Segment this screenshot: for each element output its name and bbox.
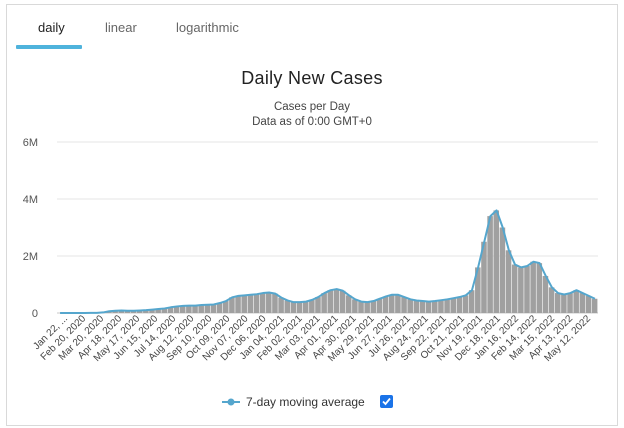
checkmark-icon xyxy=(382,397,391,406)
bar xyxy=(136,310,143,313)
bar xyxy=(124,310,131,313)
bar xyxy=(573,290,579,313)
chart-subtitle-date: Data as of 0:00 GMT+0 xyxy=(252,116,372,128)
bar xyxy=(309,299,315,313)
bar xyxy=(302,301,309,313)
bar xyxy=(462,295,469,313)
bar xyxy=(382,296,389,313)
bar xyxy=(327,290,334,313)
bar xyxy=(186,305,192,313)
bar xyxy=(204,304,211,313)
active-tab-indicator xyxy=(16,45,82,49)
bar xyxy=(149,309,155,313)
bar xyxy=(216,303,223,313)
bar xyxy=(388,294,395,313)
bar xyxy=(413,300,420,313)
bar xyxy=(524,265,530,313)
bar xyxy=(579,293,586,313)
bar xyxy=(278,297,284,313)
bar xyxy=(536,263,543,314)
bar xyxy=(161,308,168,313)
bar xyxy=(554,293,561,313)
bar xyxy=(456,297,463,313)
bar xyxy=(468,290,475,313)
legend-label: 7-day moving average xyxy=(246,395,365,409)
bar xyxy=(241,295,247,313)
tab-linear[interactable]: linear xyxy=(105,20,137,35)
bar xyxy=(487,216,493,313)
bar xyxy=(253,294,260,313)
bar xyxy=(222,301,229,313)
bar xyxy=(321,293,327,313)
bar xyxy=(259,293,266,313)
bar xyxy=(345,295,352,313)
bar xyxy=(425,301,432,313)
bar xyxy=(493,210,500,313)
scale-tabs: daily linear logarithmic xyxy=(8,0,608,50)
tab-daily[interactable]: daily xyxy=(38,20,65,35)
bar xyxy=(173,306,180,313)
tab-logarithmic[interactable]: logarithmic xyxy=(176,20,239,35)
bar xyxy=(591,298,598,313)
bar xyxy=(198,305,204,313)
bar xyxy=(333,289,340,313)
bar xyxy=(542,275,549,313)
bar xyxy=(530,261,536,313)
bar xyxy=(179,305,186,314)
bar xyxy=(407,299,413,313)
chart-container xyxy=(6,4,618,426)
bar xyxy=(167,307,174,313)
bar xyxy=(210,304,217,313)
y-tick-label: 6M xyxy=(23,137,38,149)
bar xyxy=(352,299,358,313)
bar xyxy=(505,250,512,313)
bar xyxy=(475,267,481,313)
bar xyxy=(266,292,272,313)
y-tick-label: 4M xyxy=(23,194,38,206)
bar xyxy=(585,295,592,313)
bar xyxy=(229,297,235,313)
bar xyxy=(419,301,426,313)
bar xyxy=(315,297,321,313)
chart-title: Daily New Cases xyxy=(241,68,383,88)
bar xyxy=(112,310,118,313)
bar xyxy=(272,293,278,313)
bar xyxy=(130,310,137,313)
bar xyxy=(511,264,518,313)
bar xyxy=(358,301,364,313)
bar xyxy=(143,310,149,313)
bar xyxy=(438,300,444,313)
legend[interactable]: 7-day moving average xyxy=(222,392,365,412)
bar xyxy=(432,301,438,313)
bar xyxy=(376,298,383,313)
bar xyxy=(518,267,524,313)
chart-subtitle: Cases per Day xyxy=(273,101,351,113)
moving-average-line xyxy=(60,209,596,314)
bar xyxy=(370,301,377,313)
bar xyxy=(450,298,456,313)
y-tick-label: 0 xyxy=(32,308,38,320)
legend-line-icon xyxy=(222,398,240,406)
bar xyxy=(567,293,573,313)
bar xyxy=(364,302,370,313)
bar xyxy=(235,295,241,313)
moving-average-checkbox[interactable] xyxy=(380,395,393,408)
bar xyxy=(296,302,303,313)
bar xyxy=(561,294,567,313)
bar xyxy=(155,309,161,313)
bar xyxy=(192,305,198,313)
bar xyxy=(499,227,506,313)
bar xyxy=(118,310,125,313)
bar xyxy=(444,299,450,313)
bar xyxy=(395,294,401,313)
bar xyxy=(401,297,407,313)
bar xyxy=(284,300,291,313)
bar xyxy=(290,302,297,313)
bar xyxy=(339,290,346,313)
y-tick-label: 2M xyxy=(23,251,38,263)
bar xyxy=(548,287,555,313)
bar xyxy=(247,294,254,313)
bar xyxy=(481,241,487,313)
